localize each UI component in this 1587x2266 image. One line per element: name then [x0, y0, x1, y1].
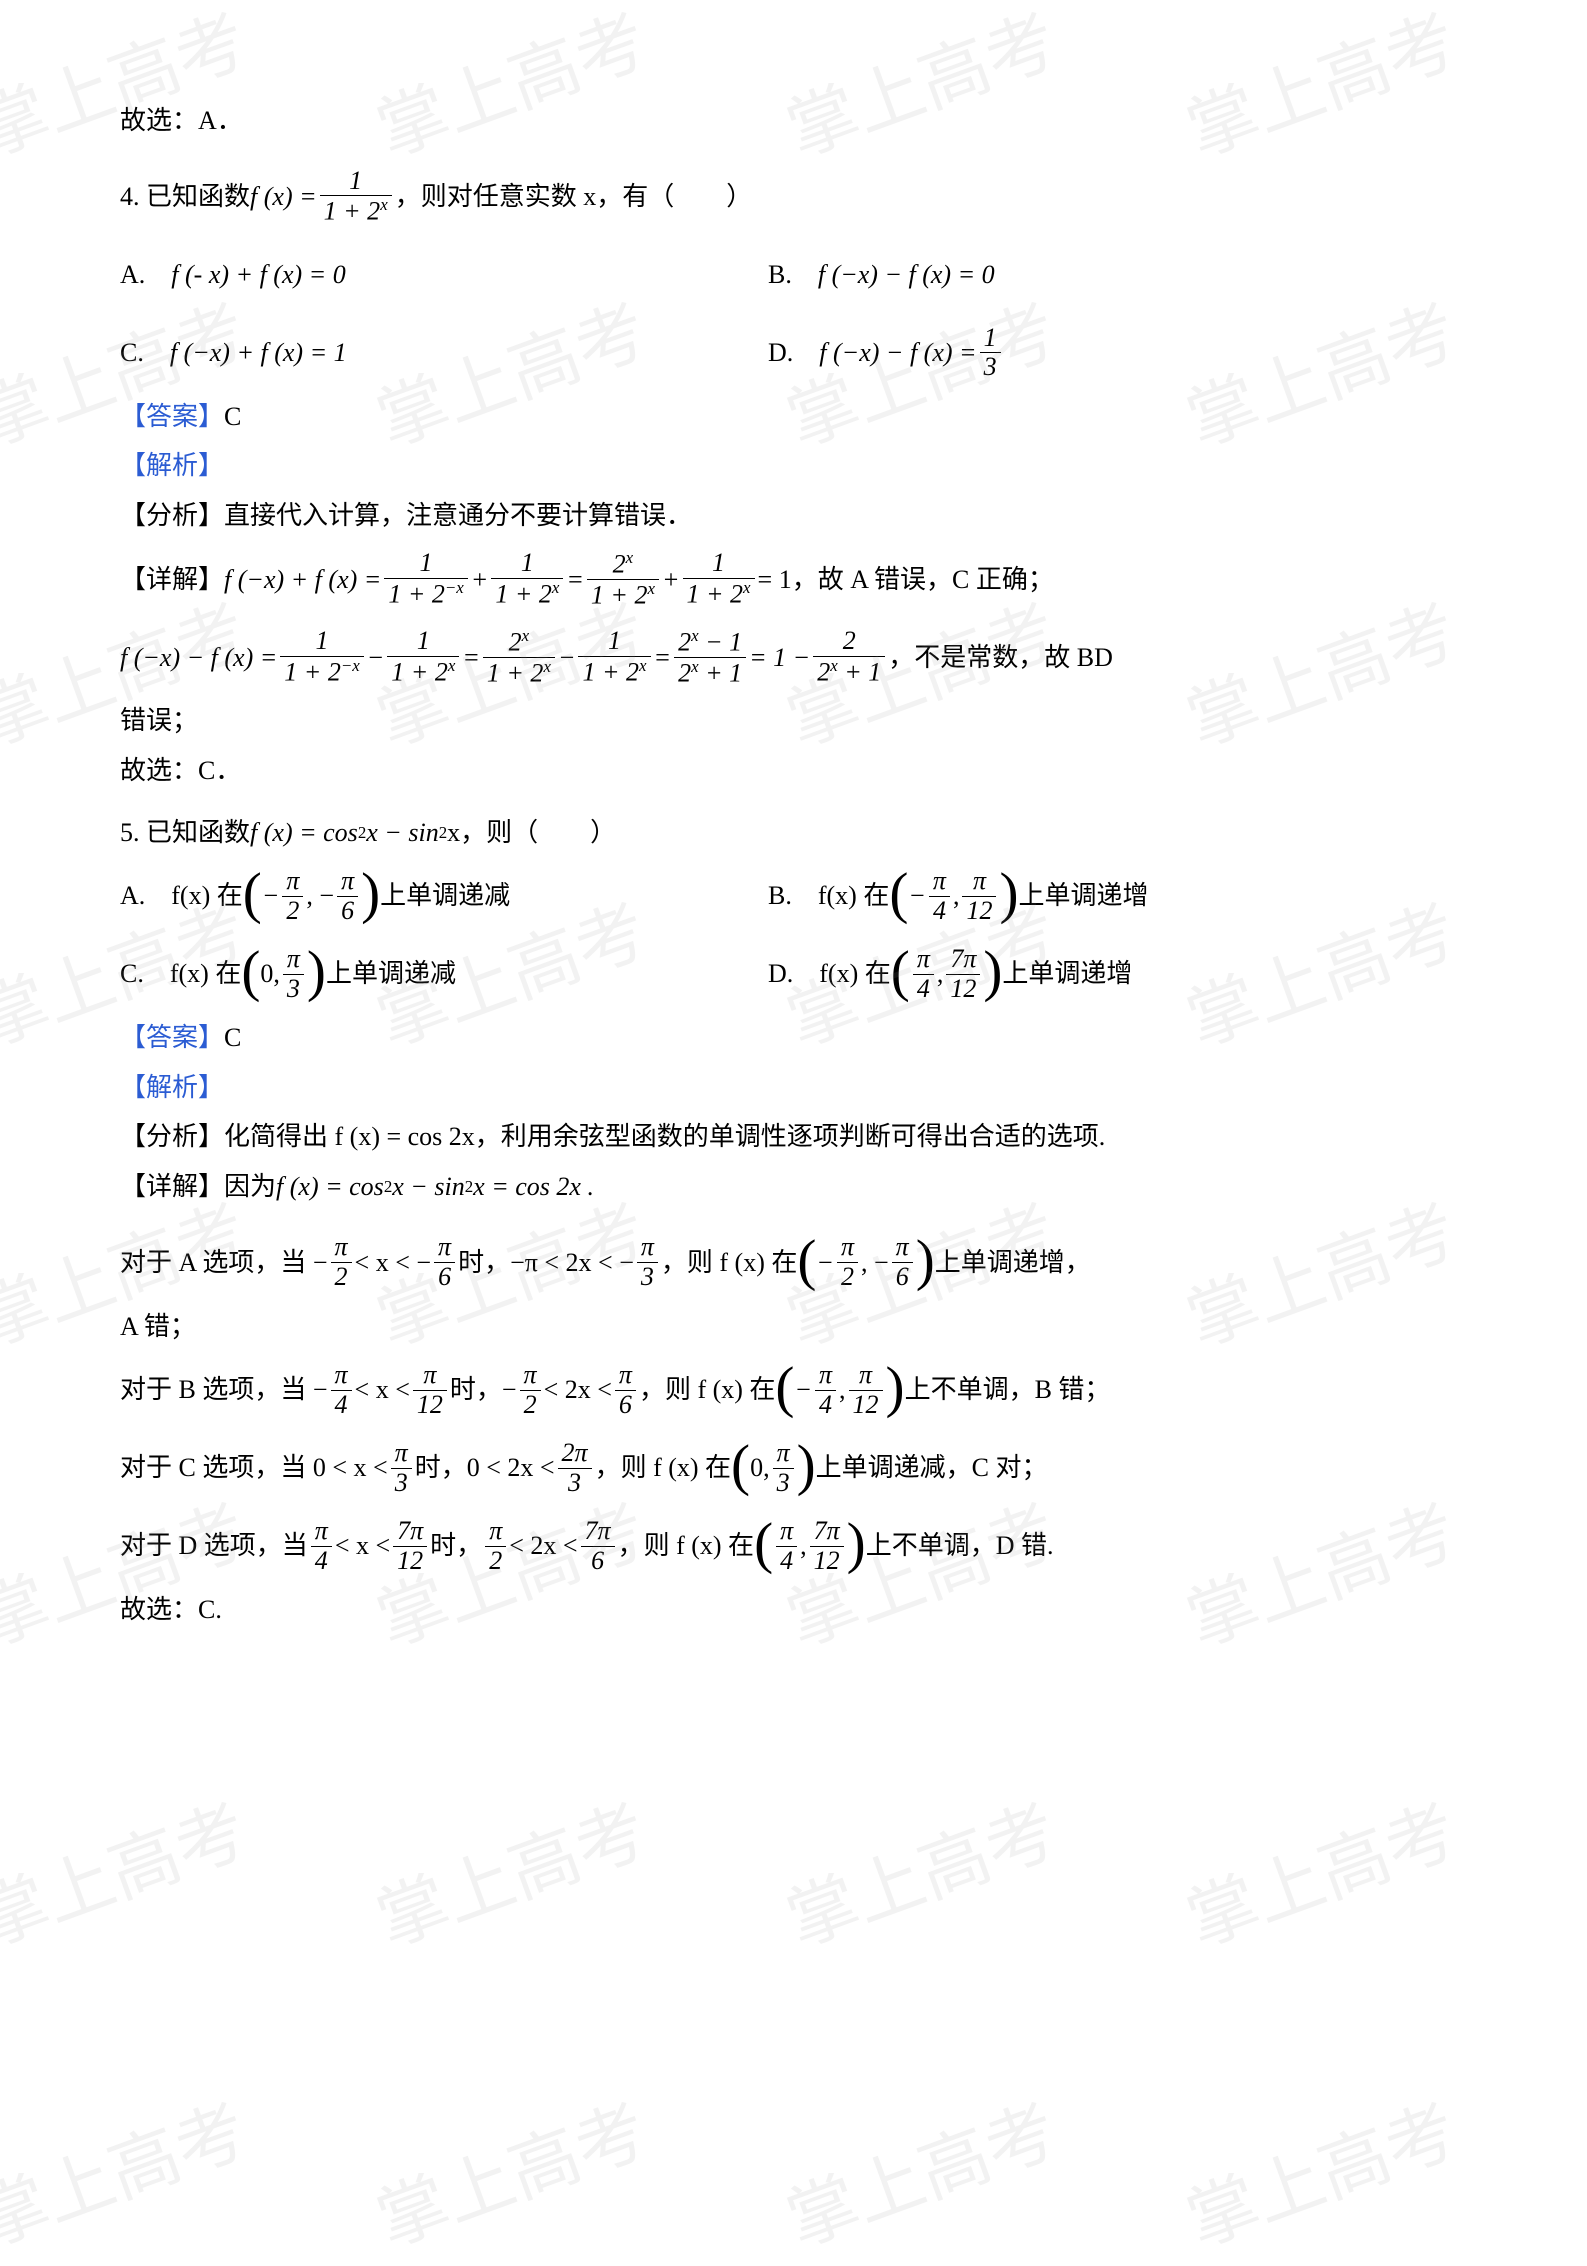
q5-fenxi: 【分析】化简得出 f (x) = cos 2x，利用余弦型函数的单调性逐项判断可…: [120, 1116, 1470, 1158]
q5-options-row1: A. f(x) 在 ( −π2 , − π6 ) 上单调递减 B. f(x) 在…: [120, 861, 1470, 931]
q5-opt-d: D. f(x) 在 ( π4 , 7π12 ) 上单调递增: [768, 945, 1470, 1003]
q4-opt-b: B. f (−x) − f (x) = 0: [768, 254, 1470, 296]
q5-a-err: A 错；: [120, 1306, 1470, 1348]
q5-a-analysis: 对于 A 选项，当 − π2 < x < − π6 时，−π < 2x < − …: [120, 1228, 1470, 1298]
watermark: 掌上高考: [0, 1775, 259, 1966]
q4-opt-c: C. f (−x) + f (x) = 1: [120, 332, 768, 374]
q4-answer: 【答案】C: [120, 396, 1470, 438]
q5-options-row2: C. f(x) 在 ( 0, π3 ) 上单调递减 D. f(x) 在 ( π4…: [120, 939, 1470, 1009]
watermark: 掌上高考: [771, 2075, 1069, 2266]
q4-select: 故选：C．: [120, 750, 1470, 792]
q5-stem: 5. 已知函数 f (x) = cos2 x − sin2 x，则（ ）: [120, 812, 1470, 854]
q4-func: f (x) =: [250, 176, 317, 218]
q4-opt-d: D. f (−x) − f (x) = 1 3: [768, 324, 1470, 382]
q5-analysis-label: 【解析】: [120, 1067, 1470, 1109]
watermark: 掌上高考: [0, 2075, 259, 2266]
q5-opt-b: B. f(x) 在 ( −π4 , π12 ) 上单调递增: [768, 867, 1470, 925]
q4-analysis-label: 【解析】: [120, 445, 1470, 487]
watermark: 掌上高考: [1171, 1775, 1469, 1966]
q5-detail: 【详解】因为 f (x) = cos2 x − sin2 x = cos 2x …: [120, 1166, 1470, 1208]
q4-detail-1: 【详解】 f (−x) + f (x) = 11 + 2−x + 11 + 2x…: [120, 544, 1470, 614]
q4-frac: 1 1 + 2x: [320, 167, 392, 227]
q4-options-row2: C. f (−x) + f (x) = 1 D. f (−x) − f (x) …: [120, 318, 1470, 388]
watermark: 掌上高考: [1171, 2075, 1469, 2266]
q5-d-analysis: 对于 D 选项，当 π4 < x < 7π12 时， π2 < 2x < 7π6…: [120, 1511, 1470, 1581]
q4-suffix: ，则对任意实数 x，有（ ）: [395, 176, 753, 218]
q4-opt-a: A. f (- x) + f (x) = 0: [120, 254, 768, 296]
page-content: 故选：A． 4. 已知函数 f (x) = 1 1 + 2x ，则对任意实数 x…: [120, 100, 1470, 1639]
q5-opt-c: C. f(x) 在 ( 0, π3 ) 上单调递减: [120, 945, 768, 1003]
prev-answer: 故选：A．: [120, 100, 1470, 142]
watermark: 掌上高考: [361, 1775, 659, 1966]
watermark: 掌上高考: [771, 1775, 1069, 1966]
q5-b-analysis: 对于 B 选项，当 − π4 < x < π12 时，− π2 < 2x < π…: [120, 1355, 1470, 1425]
q5-answer: 【答案】C: [120, 1017, 1470, 1059]
q4-fenxi: 【分析】直接代入计算，注意通分不要计算错误．: [120, 495, 1470, 537]
q4-prefix: 4. 已知函数: [120, 176, 250, 218]
q5-c-analysis: 对于 C 选项，当 0 < x < π3 时，0 < 2x < 2π3 ，则 f…: [120, 1433, 1470, 1503]
watermark: 掌上高考: [361, 2075, 659, 2266]
q4-stem: 4. 已知函数 f (x) = 1 1 + 2x ，则对任意实数 x，有（ ）: [120, 162, 1470, 232]
q4-error: 错误；: [120, 700, 1470, 742]
q5-opt-a: A. f(x) 在 ( −π2 , − π6 ) 上单调递减: [120, 867, 768, 925]
q4-options-row1: A. f (- x) + f (x) = 0 B. f (−x) − f (x)…: [120, 240, 1470, 310]
q5-select: 故选：C.: [120, 1589, 1470, 1631]
q4-detail-2: f (−x) − f (x) = 11 + 2−x − 11 + 2x = 2x…: [120, 622, 1470, 692]
